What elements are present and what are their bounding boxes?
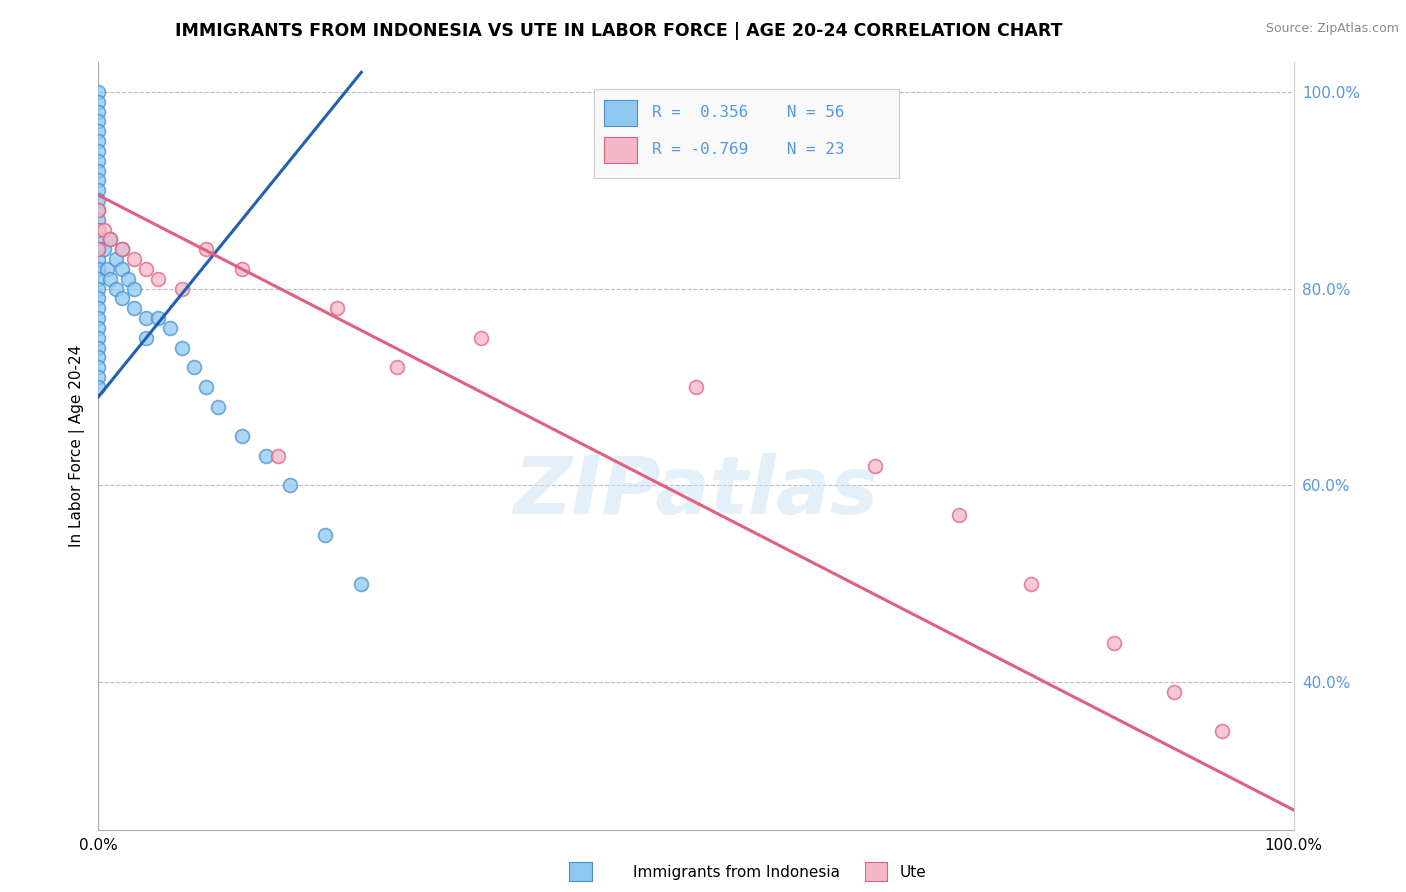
Point: [87, 202, 110, 217]
Point: [135, 262, 157, 277]
Point: [135, 311, 157, 326]
Point: [87, 311, 110, 326]
Point: [87, 173, 110, 187]
Point: [105, 282, 128, 296]
Point: [254, 449, 277, 463]
Point: [111, 262, 134, 277]
Text: Immigrants from Indonesia: Immigrants from Indonesia: [633, 865, 839, 880]
Point: [111, 242, 134, 256]
Point: [350, 576, 373, 591]
Point: [87, 341, 110, 355]
Point: [87, 292, 110, 306]
Point: [117, 272, 139, 286]
Point: [172, 282, 194, 296]
Point: [87, 321, 110, 335]
Point: [87, 360, 110, 375]
Point: [87, 85, 110, 99]
Point: [207, 400, 229, 414]
Point: [87, 222, 110, 236]
Point: [385, 360, 409, 375]
Point: [98, 232, 122, 246]
Point: [87, 262, 110, 277]
Point: [135, 331, 157, 345]
Point: [315, 527, 337, 541]
Point: [87, 242, 110, 256]
Point: [231, 262, 253, 277]
Text: IMMIGRANTS FROM INDONESIA VS UTE IN LABOR FORCE | AGE 20-24 CORRELATION CHART: IMMIGRANTS FROM INDONESIA VS UTE IN LABO…: [174, 22, 1063, 40]
Text: ZIPatlas: ZIPatlas: [513, 453, 879, 531]
Text: R = -0.769    N = 23: R = -0.769 N = 23: [652, 142, 844, 157]
Point: [87, 252, 110, 267]
Point: [195, 380, 218, 394]
Point: [172, 341, 194, 355]
Y-axis label: In Labor Force | Age 20-24: In Labor Force | Age 20-24: [69, 345, 84, 547]
Point: [87, 144, 110, 158]
Point: [183, 360, 205, 375]
Point: [87, 183, 110, 197]
Point: [87, 272, 110, 286]
Point: [1211, 724, 1233, 739]
Point: [98, 272, 122, 286]
Point: [231, 429, 253, 443]
Text: R =  0.356    N = 56: R = 0.356 N = 56: [652, 104, 844, 120]
Point: [1019, 576, 1042, 591]
Point: [148, 311, 170, 326]
Point: [87, 331, 110, 345]
Point: [865, 458, 887, 473]
Point: [278, 478, 301, 492]
Point: [159, 321, 181, 335]
Point: [87, 232, 110, 246]
Point: [111, 292, 134, 306]
Point: [87, 301, 110, 316]
Point: [87, 153, 110, 168]
Point: [98, 232, 122, 246]
Point: [87, 193, 110, 207]
Bar: [605, 136, 637, 163]
Point: [111, 242, 134, 256]
Point: [87, 370, 110, 384]
Bar: [605, 100, 637, 126]
Point: [93, 242, 115, 256]
Point: [124, 252, 146, 267]
Point: [87, 222, 110, 236]
Point: [87, 351, 110, 365]
Point: [1163, 685, 1185, 699]
Point: [87, 114, 110, 128]
Point: [96, 262, 118, 277]
Point: [93, 222, 115, 236]
Text: Source: ZipAtlas.com: Source: ZipAtlas.com: [1265, 22, 1399, 36]
Point: [124, 282, 146, 296]
Point: [105, 252, 128, 267]
Point: [87, 380, 110, 394]
Point: [1104, 636, 1126, 650]
Point: [87, 242, 110, 256]
Point: [685, 380, 707, 394]
Point: [87, 282, 110, 296]
Point: [326, 301, 349, 316]
Text: Ute: Ute: [900, 865, 927, 880]
Point: [87, 202, 110, 217]
FancyBboxPatch shape: [595, 89, 900, 178]
Point: [124, 301, 146, 316]
Point: [470, 331, 492, 345]
Point: [267, 449, 290, 463]
Point: [87, 95, 110, 109]
Point: [87, 104, 110, 119]
Point: [148, 272, 170, 286]
Point: [87, 124, 110, 138]
Point: [87, 134, 110, 148]
Point: [195, 242, 218, 256]
Point: [87, 163, 110, 178]
Point: [948, 508, 970, 522]
Point: [87, 212, 110, 227]
